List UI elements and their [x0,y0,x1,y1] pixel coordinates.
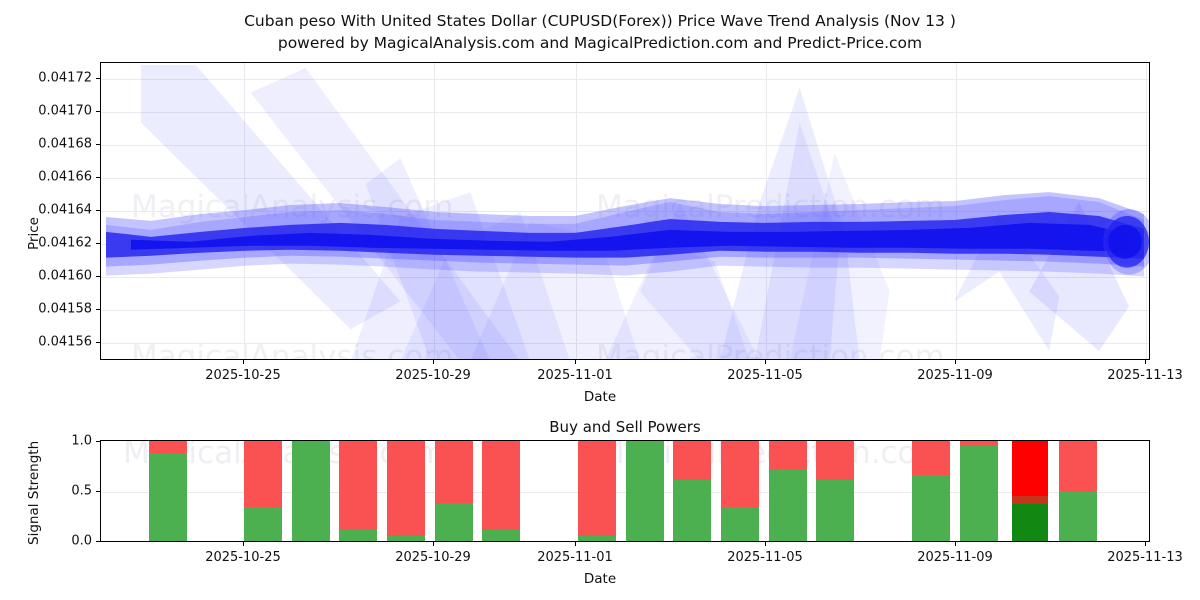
bar [960,441,998,541]
tick-mark [575,360,576,364]
tick-mark [243,542,244,546]
bar [339,441,377,541]
sell-power-segment [387,441,425,536]
page-title: Cuban peso With United States Dollar (CU… [0,10,1200,54]
gridline-v [956,63,957,359]
bar [578,441,616,541]
price-x-axis-label: Date [583,389,617,405]
sell-power-segment [1012,441,1048,504]
tick-mark [1145,360,1146,364]
bar [292,441,330,541]
tick-mark [96,144,100,145]
buy-power-segment [626,441,664,541]
buy-power-segment [482,530,520,541]
gridline-h [101,211,1149,212]
buy-power-segment [339,530,377,541]
gridline-h [101,79,1149,80]
bar [721,441,759,541]
tick-mark [955,360,956,364]
buy-power-segment [673,480,711,541]
tick-mark [96,541,100,542]
buy-power-segment [149,453,187,541]
bar [482,441,520,541]
tick-mark [96,78,100,79]
bar [149,441,187,541]
price-wave-bands [105,64,1149,359]
tick-mark [433,360,434,364]
tick-mark [96,177,100,178]
power-x-axis-label: Date [583,571,617,587]
sell-power-segment [816,441,854,480]
bar-highlighted [1012,441,1048,541]
gridline-h [101,492,1149,493]
buy-power-segment [1012,504,1048,541]
bar [769,441,807,541]
sell-power-segment [435,441,473,503]
sell-power-segment [244,441,282,507]
title-line-1: Cuban peso With United States Dollar (CU… [244,12,956,30]
sell-power-segment [149,441,187,453]
gridline-h [101,277,1149,278]
tick-mark [96,342,100,343]
sell-power-segment [1059,441,1097,492]
gridline-h [101,112,1149,113]
highlight-blend-band [1012,496,1048,504]
buy-power-segment [244,507,282,541]
tick-mark [96,309,100,310]
bar [244,441,282,541]
buy-power-segment [387,536,425,541]
tick-mark [1145,542,1146,546]
sell-power-segment [482,441,520,530]
buy-power-segment [912,475,950,541]
bar [816,441,854,541]
tick-mark [96,111,100,112]
tick-mark [433,542,434,546]
buy-sell-powers-plot: MagicalAnalysis.com MagicalPrediction.co… [100,440,1150,542]
tick-mark [96,276,100,277]
tick-mark [96,441,100,442]
buy-power-segment [960,445,998,541]
buy-power-segment [1059,492,1097,541]
tick-mark [96,210,100,211]
bar [1059,441,1097,541]
bar [435,441,473,541]
bar [673,441,711,541]
gridline-v [576,63,577,359]
sell-power-segment [673,441,711,480]
gridline-h [101,145,1149,146]
buy-power-segment [816,480,854,541]
buy-power-segment [292,441,330,541]
tick-mark [765,360,766,364]
sell-power-segment [578,441,616,536]
buy-power-segment [435,503,473,541]
gridline-v [434,63,435,359]
sell-power-segment [339,441,377,530]
bar [912,441,950,541]
gridline-h [101,343,1149,344]
gridline-v [766,63,767,359]
buy-power-segment [769,469,807,541]
tick-mark [955,542,956,546]
title-line-2: powered by MagicalAnalysis.com and Magic… [277,34,923,52]
tick-mark [96,491,100,492]
sell-power-segment [960,441,998,445]
bar [387,441,425,541]
sell-power-segment [721,441,759,507]
tick-mark [96,243,100,244]
sell-power-segment [769,441,807,469]
tick-mark [575,542,576,546]
gridline-v [1146,63,1147,359]
buy-power-segment [721,507,759,541]
power-subplot-title: Buy and Sell Powers [549,418,701,436]
sell-power-segment [912,441,950,475]
buy-power-segment [578,536,616,541]
bar [626,441,664,541]
gridline-h [101,310,1149,311]
tick-mark [765,542,766,546]
price-wave-plot: MagicalAnalysis.com MagicalPrediction.co… [100,62,1150,360]
gridline-v [244,63,245,359]
gridline-h [101,178,1149,179]
tick-mark [243,360,244,364]
